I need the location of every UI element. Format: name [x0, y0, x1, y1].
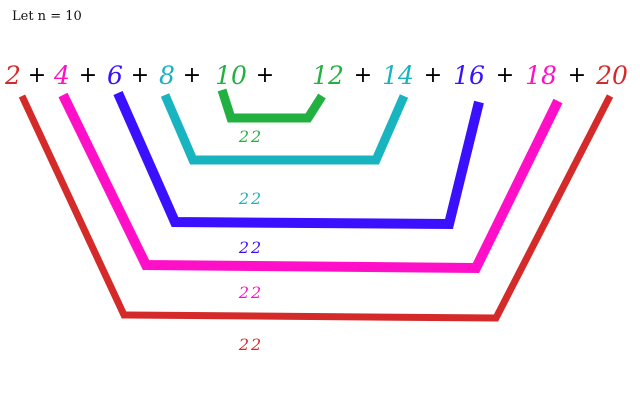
plus-sign: + — [424, 63, 442, 88]
pair-sum-labels: 22 22 22 22 22 — [238, 127, 263, 354]
pair-sum-label-3: 22 — [238, 238, 263, 257]
caption-text: Let n = 10 — [12, 9, 82, 24]
pair-sum-label-4: 22 — [238, 283, 263, 302]
term-20: 20 — [595, 61, 628, 90]
term-8: 8 — [159, 61, 175, 90]
term-16: 16 — [453, 61, 485, 90]
term-12: 12 — [312, 61, 344, 90]
term-18: 18 — [525, 61, 557, 90]
term-2: 2 — [4, 61, 21, 90]
plus-sign: + — [79, 63, 97, 88]
pair-sum-label-1: 22 — [238, 127, 263, 146]
pair-connector-2 — [160, 93, 409, 165]
sum-terms: 2 4 6 8 10 12 14 16 18 20 + + + + + + + + + — [4, 61, 628, 90]
plus-sign: + — [131, 63, 149, 88]
term-6: 6 — [107, 61, 123, 90]
pair-connector-4 — [58, 92, 563, 274]
plus-sign: + — [183, 63, 201, 88]
pair-connector-5 — [18, 94, 614, 322]
plus-sign: + — [28, 63, 46, 88]
pair-connector-1 — [217, 88, 326, 123]
plus-sign: + — [354, 63, 372, 88]
term-4: 4 — [53, 61, 70, 90]
term-10: 10 — [215, 61, 247, 90]
pair-sum-label-5: 22 — [238, 335, 263, 354]
plus-sign: + — [496, 63, 514, 88]
pair-connectors — [18, 88, 614, 322]
pair-sum-label-2: 22 — [238, 189, 263, 208]
pair-connector-3 — [113, 90, 484, 230]
plus-sign: + — [256, 63, 274, 88]
term-14: 14 — [382, 61, 414, 90]
plus-sign: + — [568, 63, 586, 88]
